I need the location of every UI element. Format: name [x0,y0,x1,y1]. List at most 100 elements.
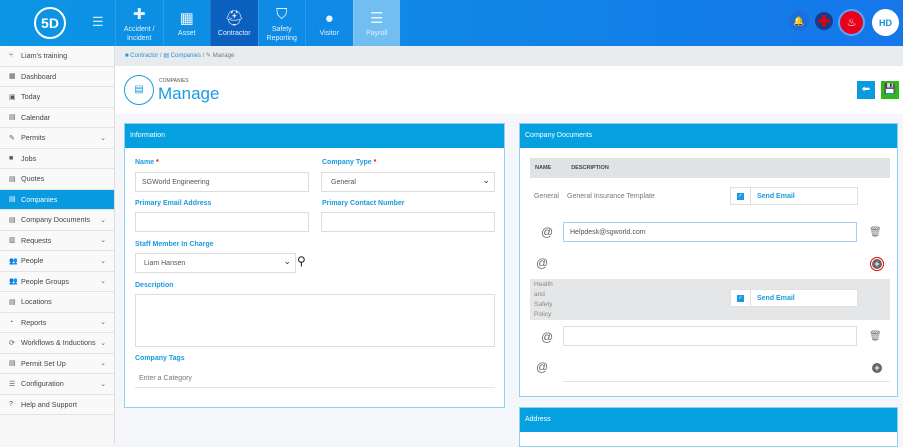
tags-input[interactable]: Enter a Category [135,368,495,388]
sidebar-item-calendar[interactable]: ▤ Calendar [0,107,114,128]
module-nav: ✚ Accident / Incident ▦ Asset ⛑ Contractor … [115,0,400,46]
sidebar-item-company-documents[interactable]: ▤ Company Documents ⌄ [0,210,114,231]
nav-asset[interactable]: ▦ Asset [162,0,211,46]
user-icon: ● [324,10,334,27]
sidebar-item-icon: 👥 [9,278,18,286]
first-aid-icon: ✚ [132,6,146,23]
doc-description: General Insurance Template [567,193,655,200]
save-button[interactable]: 💾 [881,81,899,99]
checkbox-checked-icon[interactable]: ✓ [737,192,744,200]
email-label: Primary Email Address [135,200,212,207]
nav-accident[interactable]: ✚ Accident / Incident [115,0,163,46]
menu-icon[interactable]: ☰ [92,14,104,29]
sidebar-item-configuration[interactable]: ☰ Configuration ⌄ [0,374,114,395]
sidebar-item-icon: ▥ [9,237,16,245]
name-label: Name * [135,159,159,166]
contact-input[interactable] [321,212,495,232]
send-email-toggle[interactable]: ✓ Send Email [730,187,858,205]
doc-name: Health and Safety Policy [534,281,553,318]
sidebar-item-people[interactable]: 👥 People ⌄ [0,251,114,272]
back-button[interactable]: ⬅ [857,81,875,99]
divider [563,381,890,382]
chevron-down-icon: ⌄ [100,278,106,286]
sidebar-item-icon: ▤ [9,298,16,306]
logo[interactable]: 5D [34,7,66,39]
sidebar-item-icon: ▤ [9,175,16,183]
breadcrumb-contractor[interactable]: Contractor [130,53,159,59]
checkbox-checked-icon[interactable]: ✓ [737,294,744,302]
sidebar-item-today[interactable]: ▣ Today [0,87,114,108]
top-bar: 5D ☰ ✚ Accident / Incident ▦ Asset ⛑ Contra… [0,0,903,46]
add-recipient-button[interactable]: + [870,257,884,271]
sidebar-item-help-and-support[interactable]: ? Help and Support [0,394,114,415]
sidebar-item-jobs[interactable]: ■ Jobs [0,148,114,169]
chevron-down-icon: ⌄ [100,360,106,368]
bell-icon[interactable]: 🔔 [789,11,809,31]
sidebar-item-icon: ■ [9,154,14,162]
nav-safety-reporting[interactable]: ⛉ Safety Reporting [257,0,306,46]
sidebar-item-icon: ✎ [9,134,15,142]
chevron-down-icon: ⌄ [100,257,106,265]
panel-title: Company Documents [520,124,897,148]
coins-icon: ☰ [370,10,384,27]
send-email-toggle[interactable]: ✓ Send Email [730,289,858,307]
address-panel: Address [519,407,898,447]
chevron-down-icon: ⌄ [100,380,106,388]
sidebar-item-icon: ▤ [9,196,16,204]
sidebar-item-requests[interactable]: ▥ Requests ⌄ [0,230,114,251]
sidebar: ⑂ Liam's training ▦ Dashboard ▣ Today ▤ Calenda… [0,46,115,444]
sidebar-item-icon: ⑂ [9,52,14,60]
boxes-icon: ▦ [179,10,194,27]
sidebar-item-icon: ▣ [9,93,16,101]
information-panel: Information Name * SGWorld Engineering C… [124,123,505,408]
sidebar-item-quotes[interactable]: ▤ Quotes [0,169,114,190]
breadcrumb-manage: Manage [212,53,235,59]
sidebar-item-icon: ▤ [9,360,16,368]
uk-flag-icon[interactable]: ✚ [815,12,833,30]
page-header: ▤ COMPANIES Manage ⬅ 💾 [115,66,903,114]
sidebar-item-icon: ◔ [9,318,14,326]
search-icon[interactable]: ⚲ [297,254,306,268]
sidebar-item-locations[interactable]: ▤ Locations [0,292,114,313]
sidebar-item-liam-s-training[interactable]: ⑂ Liam's training [0,46,114,67]
nav-visitor[interactable]: ● Visitor [305,0,353,46]
at-icon: @ [536,256,549,270]
name-input[interactable]: SGWorld Engineering [135,172,309,192]
sidebar-item-dashboard[interactable]: ▦ Dashboard [0,66,114,87]
tags-label: Company Tags [135,355,185,362]
sidebar-item-workflows-inductions[interactable]: ⟳ Workflows & Inductions ⌄ [0,333,114,354]
avatar[interactable]: HD [872,9,899,36]
panel-title: Address [520,408,897,432]
company-type-select[interactable]: General [321,172,495,192]
briefcase-icon: ■ [125,53,129,59]
sidebar-item-reports[interactable]: ◔ Reports ⌄ [0,312,114,333]
contact-label: Primary Contact Number [322,200,405,207]
email-recipient-input[interactable] [563,326,857,346]
nav-contractor[interactable]: ⛑ Contractor [210,0,258,46]
email-recipient-input[interactable]: Helpdesk@sgworld.com [563,222,857,242]
staff-select[interactable]: Liam Hansen [135,253,296,273]
email-input[interactable] [135,212,309,232]
chevron-down-icon: ⌄ [100,216,106,224]
staff-label: Staff Member In Charge [135,241,214,248]
nav-payroll[interactable]: ☰ Payroll [352,0,400,46]
trash-icon[interactable]: 🗑 [869,227,882,238]
at-icon: @ [541,225,554,239]
trash-icon[interactable]: 🗑 [869,331,882,342]
sidebar-item-permits[interactable]: ✎ Permits ⌄ [0,128,114,149]
description-textarea[interactable] [135,294,495,347]
at-icon: @ [536,360,549,374]
shield-document-icon: ⛉ [276,6,288,23]
page-subtitle: COMPANIES [159,78,189,84]
at-icon: @ [541,330,554,344]
fire-alert-icon[interactable]: ♨ [838,9,865,36]
sidebar-item-companies[interactable]: ▤ Companies [0,189,114,210]
breadcrumb: ■ Contractor / ▤ Companies / ✎ Manage [115,46,903,66]
hard-hat-icon: ⛑ [224,10,244,27]
sidebar-item-people-groups[interactable]: 👥 People Groups ⌄ [0,271,114,292]
doc-name: General [534,193,559,200]
add-recipient-button[interactable]: + [872,363,882,373]
sidebar-item-permit-set-up[interactable]: ▤ Permit Set Up ⌄ [0,353,114,374]
breadcrumb-companies[interactable]: Companies [170,53,202,59]
panel-title: Information [125,124,504,148]
